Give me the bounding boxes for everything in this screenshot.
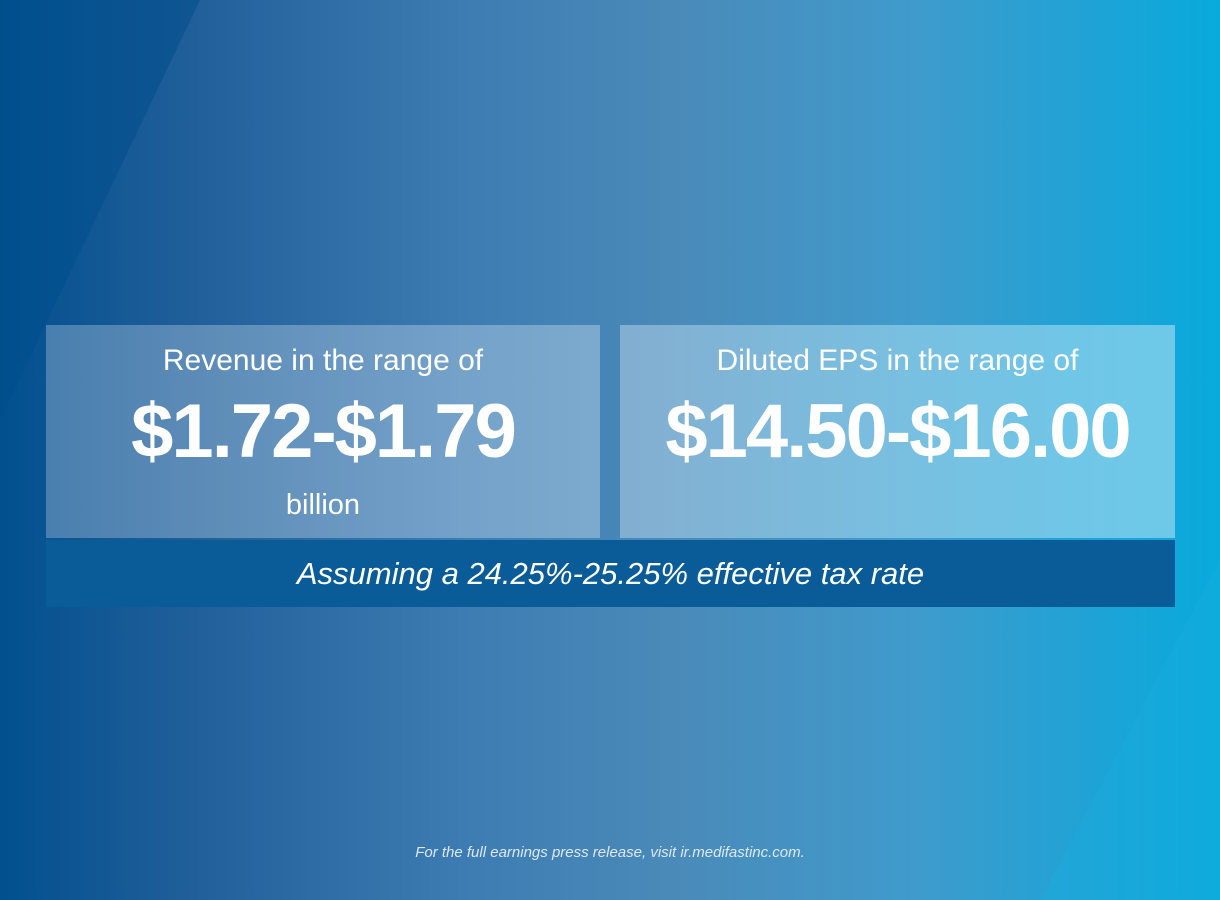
eps-card: Diluted EPS in the range of $14.50-$16.0… <box>620 325 1175 538</box>
revenue-label: Revenue in the range of <box>162 344 484 377</box>
eps-label: Diluted EPS in the range of <box>716 344 1079 377</box>
tax-rate-note: Assuming a 24.25%-25.25% effective tax r… <box>46 540 1175 607</box>
revenue-card: Revenue in the range of $1.72-$1.79 bill… <box>46 325 600 538</box>
footer-note: For the full earnings press release, vis… <box>415 844 805 861</box>
revenue-value: $1.72-$1.79 <box>131 389 517 474</box>
revenue-unit: billion <box>285 489 361 521</box>
eps-value: $14.50-$16.00 <box>665 389 1131 474</box>
